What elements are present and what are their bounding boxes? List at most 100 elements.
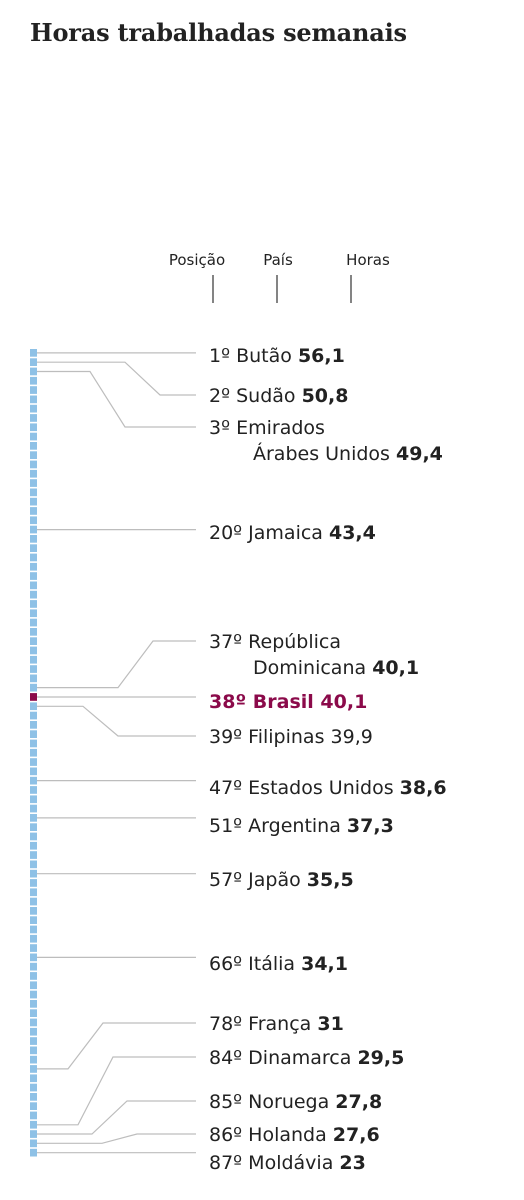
leader-line-2 xyxy=(37,361,196,396)
rank-cell-29 xyxy=(30,609,37,618)
rank-cell-86 xyxy=(30,1139,37,1148)
rank-cell-68 xyxy=(30,972,37,980)
rank-cell-84 xyxy=(30,1120,37,1129)
hours-value: 56,1 xyxy=(298,345,345,367)
label-rank-66: 66º Itália 34,1 xyxy=(209,953,348,975)
rank-position: 86º xyxy=(209,1124,248,1146)
rank-cell-65 xyxy=(30,944,37,952)
hours-value: 40,1 xyxy=(372,657,419,679)
rank-cell-75 xyxy=(30,1037,37,1045)
rank-position: 37º xyxy=(209,631,248,653)
label-rank-20: 20º Jamaica 43,4 xyxy=(209,522,376,544)
header-position: Posição xyxy=(169,251,225,269)
hours-value: 40,1 xyxy=(320,691,367,713)
rank-cell-78 xyxy=(30,1065,37,1073)
rank-cell-63 xyxy=(30,925,37,934)
rank-cell-2 xyxy=(30,358,37,366)
country-name: Árabes Unidos xyxy=(253,442,396,465)
country-name: Sudão xyxy=(236,385,301,407)
rank-cell-42 xyxy=(30,730,37,738)
rank-cell-43 xyxy=(30,739,37,748)
rank-cell-36 xyxy=(30,674,37,683)
rank-cell-14 xyxy=(30,469,37,478)
rank-cell-62 xyxy=(30,916,37,924)
rank-cell-80 xyxy=(30,1083,37,1092)
header-country: País xyxy=(263,251,293,269)
rank-strip xyxy=(30,349,37,1157)
rank-cell-45 xyxy=(30,758,37,766)
label-rank-85: 85º Noruega 27,8 xyxy=(209,1091,382,1113)
rank-cell-35 xyxy=(30,665,37,673)
rank-cell-31 xyxy=(30,628,37,636)
rank-cell-50 xyxy=(30,804,37,813)
rank-cell-23 xyxy=(30,553,37,562)
column-headers: Posição País Horas xyxy=(169,251,390,303)
rank-cell-12 xyxy=(30,451,37,459)
rank-cell-54 xyxy=(30,841,37,850)
country-name: República xyxy=(248,631,341,653)
rank-cell-32 xyxy=(30,637,37,645)
rank-cell-8 xyxy=(30,414,37,422)
label-rank-38: 38º Brasil 40,1 xyxy=(209,691,367,713)
hours-value: 38,6 xyxy=(400,777,447,799)
label-rank-51: 51º Argentina 37,3 xyxy=(209,815,394,837)
rank-cell-20 xyxy=(30,525,37,534)
rank-cell-38 xyxy=(30,693,37,701)
rank-cell-19 xyxy=(30,516,37,525)
country-name: Butão xyxy=(236,345,298,367)
rank-cell-6 xyxy=(30,395,37,404)
rank-cell-81 xyxy=(30,1093,37,1101)
rank-cell-83 xyxy=(30,1111,37,1120)
rank-cell-21 xyxy=(30,535,37,543)
rank-cell-56 xyxy=(30,860,37,869)
country-name: França xyxy=(248,1013,317,1035)
rank-cell-24 xyxy=(30,562,37,571)
rank-cell-27 xyxy=(30,590,37,599)
leader-line-3 xyxy=(37,370,196,428)
rank-position: 39º xyxy=(209,726,248,748)
hours-value: 27,6 xyxy=(333,1124,380,1146)
rank-cell-10 xyxy=(30,432,37,441)
leader-line-86 xyxy=(37,1133,196,1144)
rank-cell-33 xyxy=(30,646,37,655)
rank-cell-4 xyxy=(30,376,37,385)
country-name: Brasil xyxy=(253,691,321,713)
country-labels: 1º Butão 56,1 2º Sudão 50,8 3º Emirados Ára… xyxy=(209,345,447,1174)
hours-value: 35,5 xyxy=(307,869,354,891)
rank-cell-55 xyxy=(30,851,37,859)
hours-value: 37,3 xyxy=(347,815,394,837)
label-rank-3: 3º Emirados Árabes Unidos 49,4 xyxy=(209,417,443,465)
rank-cell-22 xyxy=(30,544,37,552)
country-name: Itália xyxy=(248,953,301,975)
rank-cell-3 xyxy=(30,367,37,376)
country-name: Japão xyxy=(247,869,307,891)
label-rank-37: 37º República Dominicana 40,1 xyxy=(209,631,419,679)
rank-cell-77 xyxy=(30,1055,37,1064)
rank-cell-44 xyxy=(30,748,37,757)
leader-line-85 xyxy=(37,1100,196,1135)
rank-cell-5 xyxy=(30,386,37,394)
rank-cell-61 xyxy=(30,907,37,915)
country-name: Emirados xyxy=(236,417,325,439)
rank-cell-1 xyxy=(30,349,37,357)
rank-cell-74 xyxy=(30,1027,37,1036)
label-rank-87: 87º Moldávia 23 xyxy=(209,1152,366,1174)
hours-value: 34,1 xyxy=(301,953,348,975)
label-rank-57: 57º Japão 35,5 xyxy=(209,869,354,891)
rank-cell-17 xyxy=(30,497,37,506)
rank-cell-25 xyxy=(30,572,37,580)
rank-cell-79 xyxy=(30,1074,37,1083)
rank-cell-48 xyxy=(30,786,37,794)
hours-value: 29,5 xyxy=(357,1047,404,1069)
rank-position: 66º xyxy=(209,953,248,975)
rank-cell-85 xyxy=(30,1130,37,1138)
rank-cell-40 xyxy=(30,711,37,720)
rank-cell-34 xyxy=(30,655,37,664)
rank-cell-87 xyxy=(30,1148,37,1157)
hours-value: 39,9 xyxy=(331,726,373,748)
rank-cell-73 xyxy=(30,1018,37,1027)
country-name: Dominicana xyxy=(253,657,372,679)
hours-value: 49,4 xyxy=(396,443,443,465)
hours-value: 43,4 xyxy=(329,522,376,544)
rank-cell-57 xyxy=(30,869,37,878)
